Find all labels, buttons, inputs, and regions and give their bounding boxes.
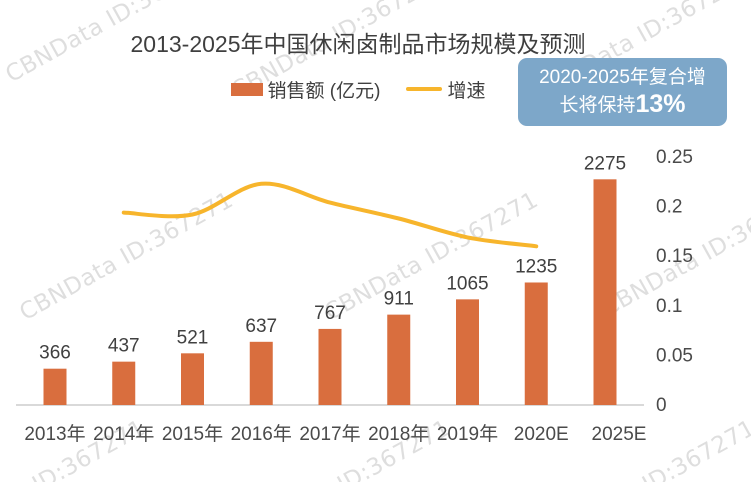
right-axis-tick-label: 0.1 [656,296,682,317]
bar-value-label: 366 [39,343,71,364]
x-axis-label: 2015年 [162,423,223,445]
right-axis-tick-label: 0.15 [656,246,693,267]
bar [112,361,136,405]
x-axis-label: 2025E [592,424,647,445]
bar [249,341,273,405]
x-axis-label: 2018年 [368,423,429,445]
right-axis-tick-label: 0.2 [656,197,682,218]
chart-title: 2013-2025年中国休闲卤制品市场规模及预测 [130,31,586,57]
badge-highlight: 13% [635,90,686,118]
x-axis-label: 2013年 [24,423,85,445]
bar [181,353,204,405]
cagr-badge: 2020-2025年复合增 长将保持13% [518,58,727,126]
x-axis-label: 2014年 [93,423,154,445]
bar [593,179,617,405]
legend-item-growth: 增速 [406,76,485,103]
legend-sales-label: 销售额 (亿元) [267,80,381,102]
bar [524,282,548,405]
bar [43,368,67,405]
line-swatch-icon [406,87,443,91]
right-axis-tick-label: 0.25 [656,147,693,168]
badge-line-2: 长将保持 [559,95,636,116]
bar [318,328,342,405]
bar-value-label: 521 [177,327,209,348]
bar [456,299,479,405]
bar-value-label: 767 [314,303,346,324]
bar-value-label: 1065 [446,273,488,294]
legend: 销售额 (亿元) 增速 [0,76,716,103]
badge-line-1: 2020-2025年复合增 [539,67,706,88]
right-axis-tick-label: 0 [656,395,667,416]
right-axis-tick-label: 0.05 [656,345,693,366]
x-axis-label: 2016年 [231,423,292,445]
x-axis-label: 2017年 [299,423,360,445]
growth-line [121,181,539,249]
x-axis-label: 2020E [514,424,569,445]
bar [387,314,411,405]
bar-value-label: 437 [108,336,140,357]
bar-value-label: 1235 [515,256,557,277]
bar-value-label: 637 [245,316,277,337]
bar-swatch-icon [230,82,263,96]
bar-value-label: 911 [384,289,414,310]
x-axis-label: 2019年 [437,423,498,445]
bar-value-label: 2275 [584,153,626,174]
legend-item-sales: 销售额 (亿元) [230,76,381,103]
legend-growth-label: 增速 [447,80,486,102]
